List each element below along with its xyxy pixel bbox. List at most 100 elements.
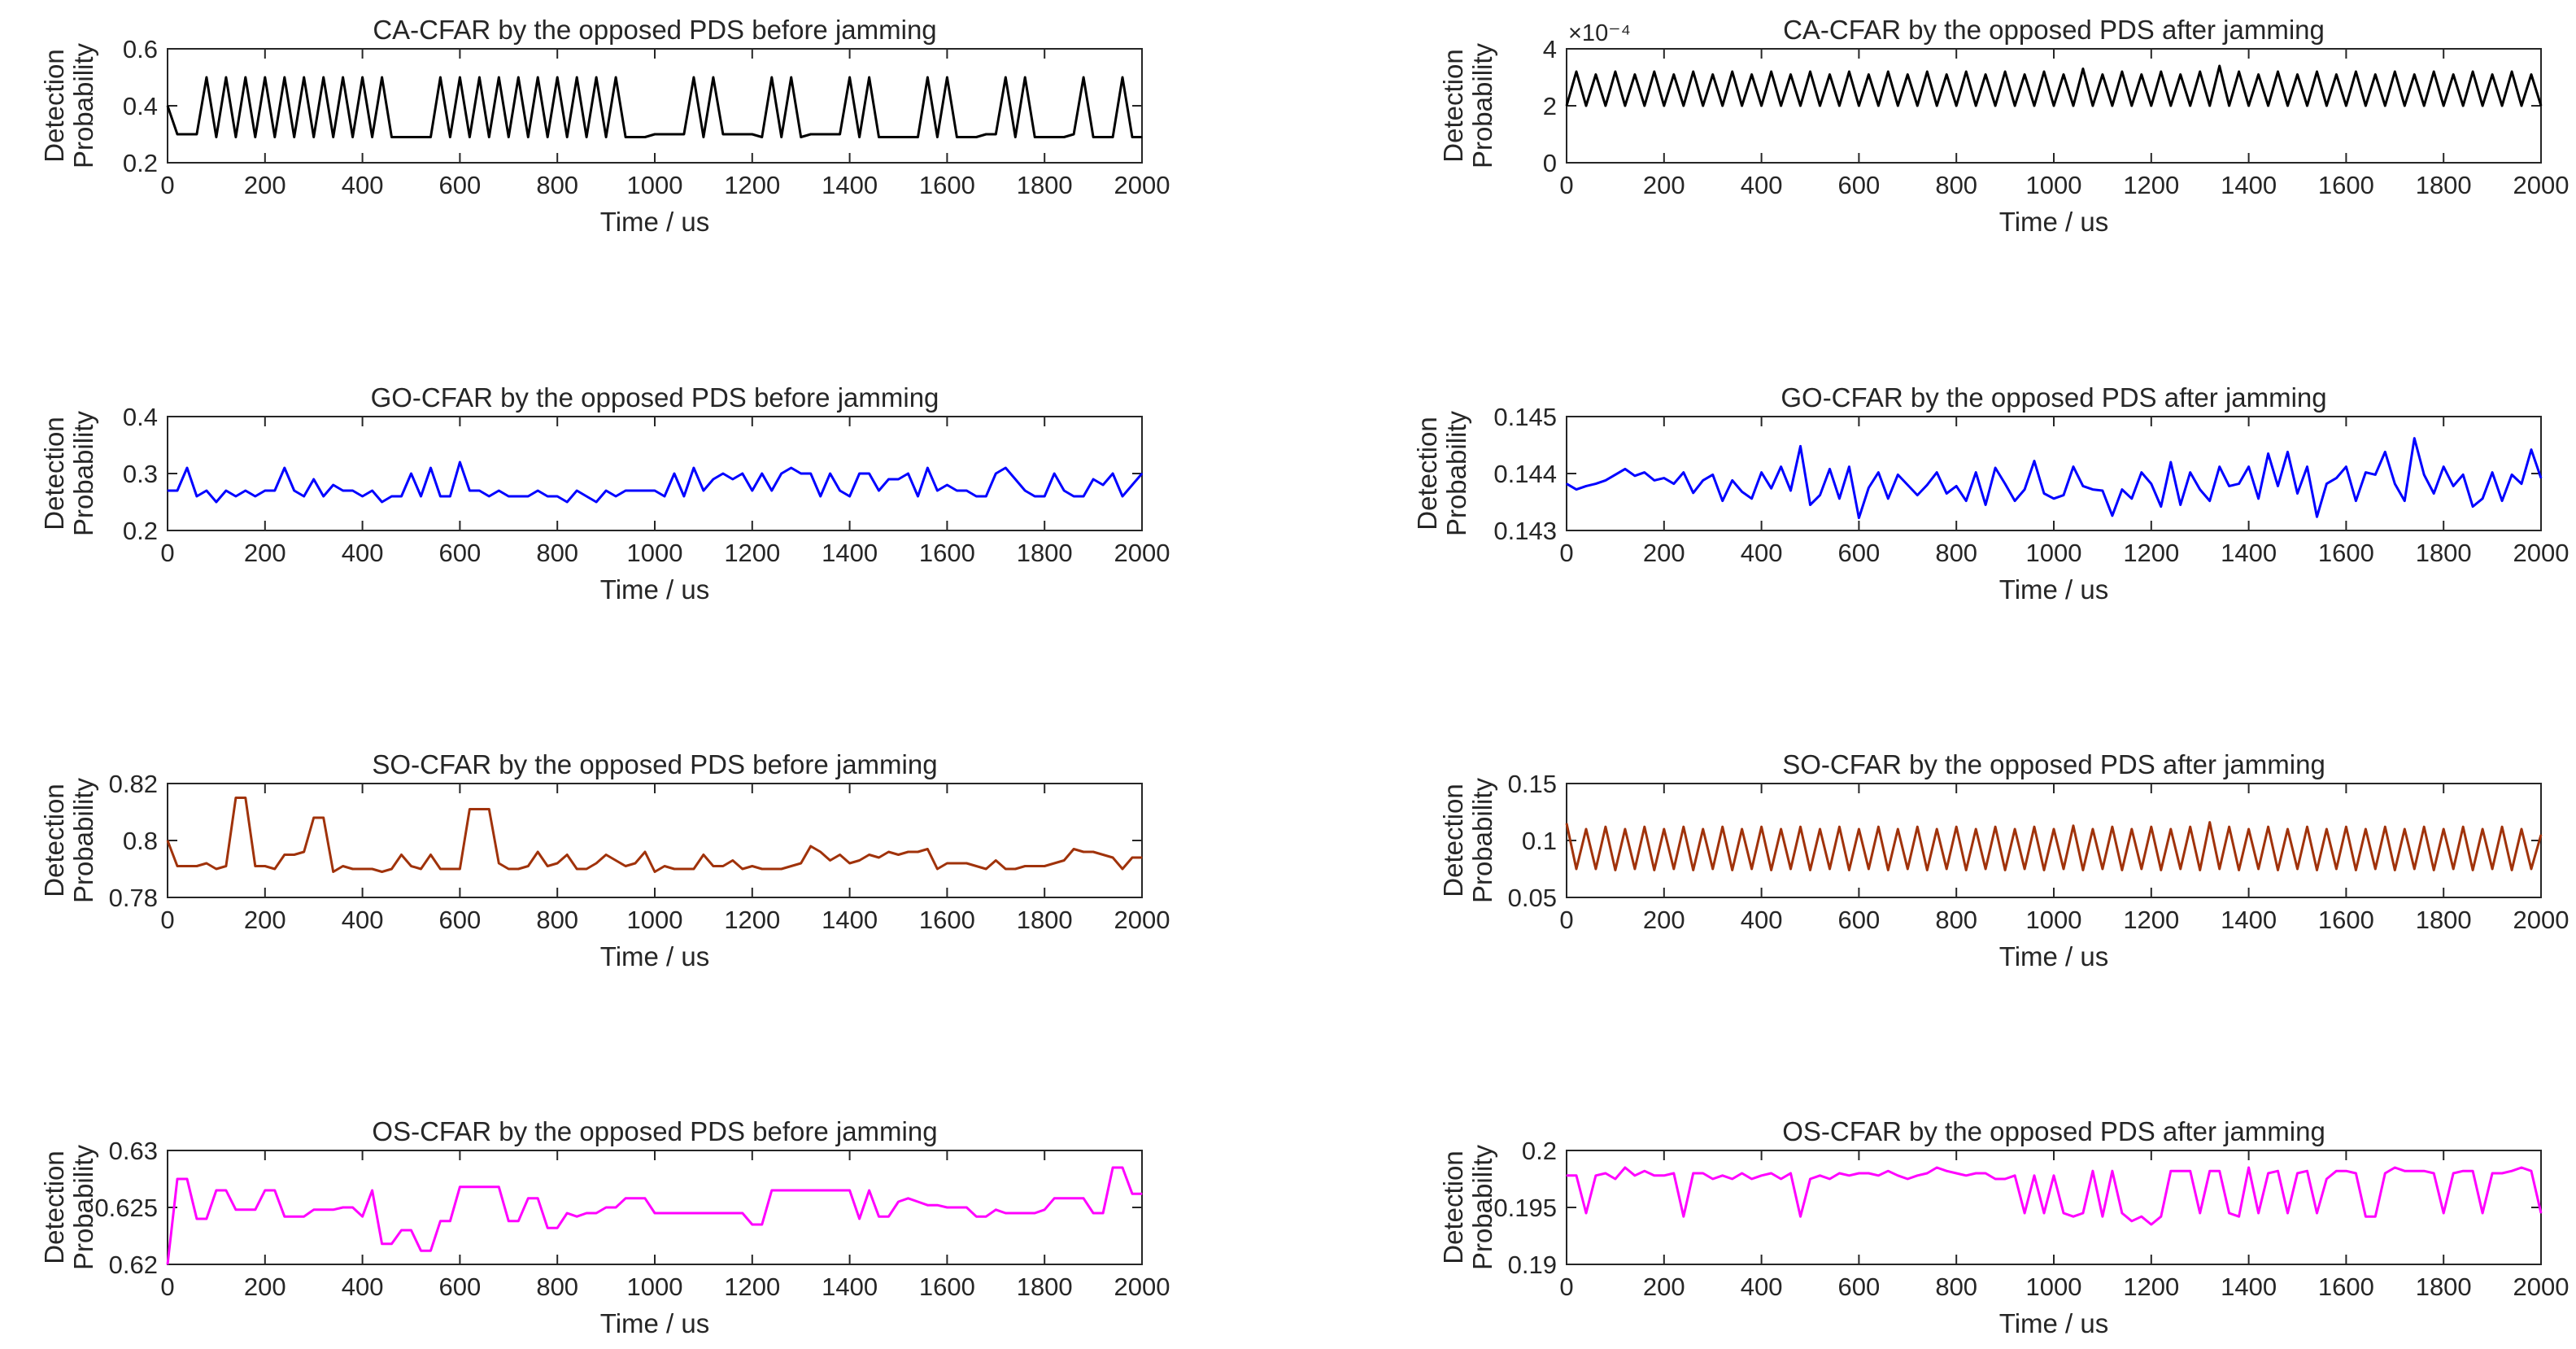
chart8-data-point xyxy=(1605,1172,1606,1174)
chart4-data-point xyxy=(2345,466,2347,468)
chart3-data-point xyxy=(761,473,763,474)
chart2-data-point xyxy=(1673,73,1675,76)
chart2-data-point xyxy=(2268,105,2269,107)
chart7-data-point xyxy=(556,1227,558,1229)
chart4-xtick-label: 600 xyxy=(1838,539,1881,567)
chart2-data-point xyxy=(1994,105,1996,107)
chart8-data-point xyxy=(1634,1175,1636,1177)
chart2-data-point xyxy=(2053,105,2055,107)
chart4-data-point xyxy=(1702,479,1704,482)
chart8-data-point xyxy=(1624,1167,1626,1168)
chart3-data-point xyxy=(722,473,724,474)
chart6-axes: 0 200 400 600 800 1000 1200 1400 1600 1800 2000 0.0… xyxy=(1438,749,2569,971)
chart7-data-point xyxy=(1112,1167,1114,1168)
chart1-data-point xyxy=(625,136,626,138)
chart5-data-point xyxy=(869,853,870,856)
chart1-data-point xyxy=(1141,136,1143,138)
chart4-data-point xyxy=(2277,485,2279,487)
chart5-data-point xyxy=(800,862,802,864)
chart1-data-point xyxy=(517,76,519,78)
chart2-data-point xyxy=(1605,105,1606,107)
chart6-ylabel-line: Probability xyxy=(1467,777,1497,903)
chart2-data-point xyxy=(2102,73,2103,76)
chart8-data-point xyxy=(2423,1170,2425,1172)
chart7-xtick-label: 1800 xyxy=(1017,1273,1073,1301)
chart8-data-point xyxy=(2131,1220,2133,1222)
chart6-data-point xyxy=(2335,868,2337,870)
chart7-data-point xyxy=(362,1216,364,1217)
chart8-data-point xyxy=(2325,1178,2327,1180)
chart7-data-point xyxy=(586,1212,587,1214)
chart5-data-point xyxy=(410,865,412,867)
chart8-data-point xyxy=(1907,1178,1908,1180)
chart8-xtick-label: 2000 xyxy=(2513,1273,2569,1301)
chart4-data-point xyxy=(1712,474,1714,476)
chart8-data-point xyxy=(1702,1172,1704,1174)
chart4-data-point xyxy=(2423,474,2425,476)
chart6-data-point xyxy=(2540,834,2542,836)
chart1-xtick-label: 1800 xyxy=(1017,171,1073,199)
chart3-data-point xyxy=(381,501,383,503)
chart3-data-point xyxy=(1024,490,1026,491)
chart6-data-point xyxy=(2443,828,2444,830)
chart6-data-point xyxy=(2286,828,2289,830)
chart6-data-point xyxy=(2063,868,2064,870)
chart1-data-point xyxy=(781,136,782,138)
chart5-ylabel-line: Detection xyxy=(39,784,69,897)
chart3-xlabel: Time / us xyxy=(600,574,709,605)
chart6-data-point xyxy=(2053,828,2055,830)
chart4-ylabel-line: Detection xyxy=(1412,417,1442,530)
chart1-data-point xyxy=(644,136,646,138)
chart2-data-point xyxy=(1985,73,1986,76)
chart3-xtick-label: 200 xyxy=(244,539,286,567)
chart1-data-point xyxy=(381,76,383,78)
chart2-xtick-label: 1200 xyxy=(2123,171,2179,199)
chart6-data-point xyxy=(2530,868,2532,870)
chart2-xtick-label: 1800 xyxy=(2416,171,2472,199)
chart2-xtick-label: 200 xyxy=(1643,171,1685,199)
chart1-xtick-label: 200 xyxy=(244,171,286,199)
chart8-ytick-label: 0.2 xyxy=(1522,1137,1557,1165)
chart6-data-point xyxy=(2180,868,2182,870)
chart1-data-point xyxy=(936,136,938,138)
chart8-data-point xyxy=(1741,1172,1743,1174)
chart5-data-point xyxy=(1092,851,1094,853)
chart1-data-point xyxy=(1053,136,1055,138)
chart1-data-point xyxy=(693,76,695,78)
chart7-axes: 0 200 400 600 800 1000 1200 1400 1600 1800 2000 0.6… xyxy=(39,1116,1170,1338)
chart2-data-point xyxy=(2248,105,2250,107)
chart2-data-point xyxy=(2540,105,2542,107)
chart4-data-point xyxy=(1741,491,1743,493)
chart8-data-point xyxy=(2482,1212,2483,1214)
chart3-data-point xyxy=(634,490,636,491)
chart6-xtick-label: 1000 xyxy=(2026,906,2082,934)
chart2-data-point xyxy=(1702,105,1704,107)
chart5-data-point xyxy=(1014,868,1016,870)
chart3-title: GO-CFAR by the opposed PDS before jammin… xyxy=(371,382,939,413)
chart1-data-point xyxy=(264,76,266,78)
chart4-data-point xyxy=(2452,485,2454,487)
chart2-data-point xyxy=(2423,105,2425,107)
chart7-data-point xyxy=(235,1209,237,1211)
chart2-data-point xyxy=(1946,73,1947,76)
chart3-data-point xyxy=(1092,478,1094,480)
chart7-data-point xyxy=(400,1229,403,1231)
chart8-data-point xyxy=(2102,1216,2103,1217)
chart2-data-point xyxy=(1644,105,1645,107)
chart1-data-point xyxy=(478,76,481,78)
chart5-ytick-label: 0.8 xyxy=(123,827,158,855)
chart1-xtick-label: 2000 xyxy=(1114,171,1170,199)
chart1-data-point xyxy=(429,136,432,138)
chart2-data-point xyxy=(1848,71,1850,72)
chart5-data-point xyxy=(878,857,880,858)
chart1-axes-box xyxy=(167,48,1143,164)
chart3-data-point xyxy=(703,490,704,491)
chart8-data-point xyxy=(1595,1175,1597,1177)
chart3-data-point xyxy=(644,490,646,491)
chart7-data-point xyxy=(664,1212,665,1214)
chart8-data-point xyxy=(2443,1212,2444,1214)
chart5-data-point xyxy=(625,865,626,867)
chart8-data-point xyxy=(1771,1172,1772,1174)
chart5-data-point xyxy=(693,868,695,870)
chart2-xtick-label: 1000 xyxy=(2026,171,2082,199)
